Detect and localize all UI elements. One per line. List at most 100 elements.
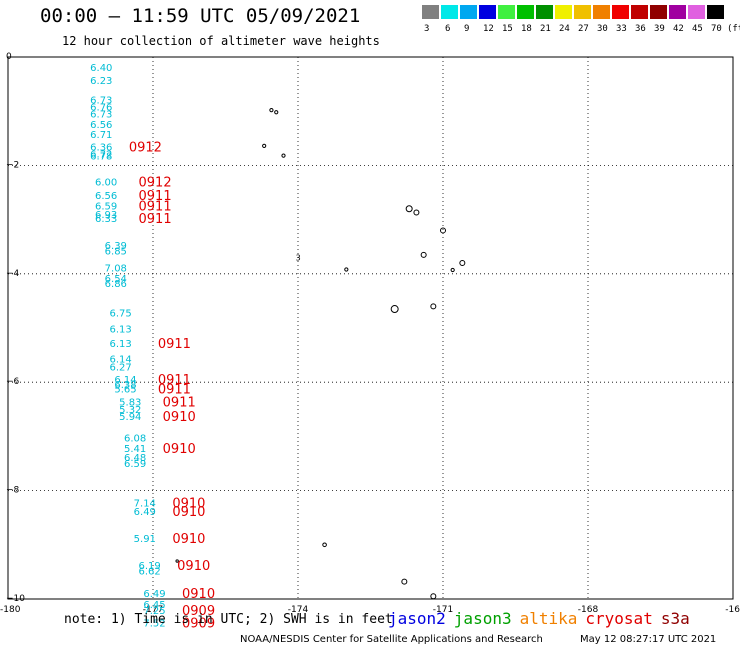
wave-height-label: 6.33 — [95, 214, 117, 225]
satellite-jason3: jason3 — [453, 609, 512, 628]
color-swatch-label: 70 — [711, 24, 722, 34]
wave-height-label: 6.14 — [114, 375, 136, 386]
wave-height-label: 6.56 — [90, 120, 112, 131]
island-outline — [390, 305, 399, 314]
color-swatch-6 — [441, 5, 458, 19]
wave-height-label: 6.19 — [139, 561, 161, 572]
wave-height-label: 7.25 — [143, 606, 165, 617]
wave-height-label: 5.32 — [119, 405, 141, 416]
wave-height-label: 6.23 — [90, 76, 112, 87]
y-tick-label: −8 — [6, 486, 20, 496]
island-outline — [413, 209, 420, 216]
map-title: 00:00 – 11:59 UTC 05/09/2021 — [40, 5, 361, 27]
pass-time-label: 0909 — [182, 604, 215, 619]
pass-time-label: 0910 — [177, 559, 210, 574]
wave-height-label: 6.75 — [110, 308, 132, 319]
pass-time-label: 0910 — [172, 505, 205, 520]
wave-height-label: 6.85 — [105, 246, 127, 257]
x-tick-label: -177 — [143, 605, 163, 615]
island-outline — [175, 559, 179, 563]
y-tick-label: −4 — [6, 269, 20, 279]
pass-time-label: 0911 — [139, 212, 172, 227]
wave-height-label: 5.65 — [114, 385, 136, 396]
x-tick-label: -180 — [0, 605, 21, 615]
island-outline — [405, 205, 413, 213]
island-outline — [262, 143, 267, 148]
color-swatch-label: 45 — [692, 24, 703, 34]
satellite-cryosat: cryosat — [585, 609, 653, 628]
satellite-legend: jason2 jason3 altika cryosat s3a — [388, 609, 698, 628]
island-outline — [401, 578, 408, 585]
color-swatch-18 — [517, 5, 534, 19]
wave-height-label: 6.49 — [134, 507, 156, 518]
wave-height-label: 6.62 — [139, 566, 161, 577]
wave-height-label: 7.52 — [143, 618, 165, 629]
y-tick-label: −10 — [6, 594, 25, 604]
pass-time-label: 0911 — [158, 337, 191, 352]
wave-height-label: 6.59 — [95, 202, 117, 213]
island-outline — [450, 267, 455, 273]
color-swatch-label: 24 — [559, 24, 570, 34]
satellite-s3a: s3a — [660, 609, 690, 628]
color-scale-unit: (ft) — [727, 24, 740, 34]
wave-height-label: 7.14 — [134, 499, 156, 510]
color-swatch-label: 21 — [540, 24, 551, 34]
color-swatch-27 — [574, 5, 591, 19]
wave-height-label: 6.36 — [90, 142, 112, 153]
pass-time-label: 0911 — [158, 373, 191, 388]
y-tick-label: −6 — [6, 377, 20, 387]
wave-height-label: 7.08 — [105, 263, 127, 274]
x-tick-label: -168 — [578, 605, 599, 615]
island-outline — [440, 227, 446, 234]
wave-height-label: 6.73 — [90, 109, 112, 120]
wave-height-label: 6.59 — [124, 459, 146, 470]
color-swatch-label: 42 — [673, 24, 684, 34]
pass-time-label: 0910 — [182, 587, 215, 602]
color-swatch-24 — [555, 5, 572, 19]
wave-height-label: 6.86 — [105, 279, 127, 290]
color-swatch-label: 12 — [483, 24, 494, 34]
pass-time-label: 0911 — [139, 189, 172, 204]
island-outline — [344, 267, 349, 272]
color-swatch-39 — [650, 5, 667, 19]
x-tick-label: -16 — [725, 605, 740, 615]
pass-time-label: 0910 — [172, 532, 205, 547]
pass-time-label: 0910 — [163, 410, 196, 425]
wave-height-label: 6.08 — [124, 433, 146, 444]
wave-height-label: 5.94 — [119, 412, 141, 423]
footer-notes: note: 1) Time is in UTC; 2) SWH is in fe… — [64, 612, 393, 627]
wave-height-label: 5.41 — [124, 444, 146, 455]
wave-height-label: 6.56 — [95, 191, 117, 202]
pass-time-label: 0909 — [182, 616, 215, 631]
color-swatch-label: 9 — [464, 24, 470, 34]
color-swatch-21 — [536, 5, 553, 19]
map-subtitle: 12 hour collection of altimeter wave hei… — [62, 34, 380, 48]
wave-height-label: 6.49 — [143, 589, 165, 600]
pass-time-label: 0910 — [163, 442, 196, 457]
generation-timestamp: May 12 08:27:17 UTC 2021 — [580, 634, 717, 645]
wave-height-label: 5.91 — [134, 534, 156, 545]
island-outline — [269, 108, 274, 113]
island-outline — [430, 593, 437, 600]
wave-height-label: 6.27 — [110, 362, 132, 373]
pass-time-label: 0912 — [139, 176, 172, 191]
pass-time-label: 0911 — [139, 200, 172, 215]
wave-height-label: 6.39 — [105, 241, 127, 252]
wave-height-label: 6.48 — [124, 453, 146, 464]
x-tick-label: -174 — [288, 605, 309, 615]
y-tick-label: 0 — [6, 52, 12, 62]
wave-height-label: 6.13 — [110, 325, 132, 336]
map-label: 3 — [296, 254, 301, 263]
pass-time-label: 0911 — [158, 383, 191, 398]
credit-line: NOAA/NESDIS Center for Satellite Applica… — [240, 634, 543, 645]
plot-frame — [7, 56, 734, 600]
color-swatch-9 — [460, 5, 477, 19]
wave-height-label: 6.54 — [105, 274, 127, 285]
color-swatch-33 — [612, 5, 629, 19]
color-swatch-3 — [422, 5, 439, 19]
color-swatch-45 — [688, 5, 705, 19]
x-tick-label: -171 — [433, 605, 453, 615]
color-swatch-30 — [593, 5, 610, 19]
y-tick-label: −2 — [6, 160, 19, 170]
pass-time-label: 0910 — [172, 497, 205, 512]
